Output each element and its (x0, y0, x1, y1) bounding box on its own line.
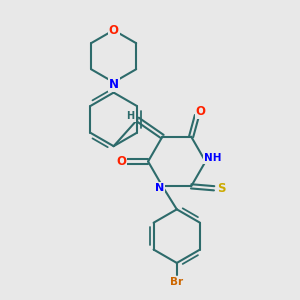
Text: NH: NH (204, 153, 221, 164)
Text: S: S (217, 182, 225, 195)
Text: O: O (109, 24, 118, 37)
Text: Br: Br (170, 277, 183, 287)
Text: N: N (109, 78, 118, 91)
Text: H: H (127, 111, 135, 121)
Text: O: O (196, 105, 206, 118)
Text: O: O (116, 155, 126, 168)
Text: N: N (155, 183, 164, 193)
